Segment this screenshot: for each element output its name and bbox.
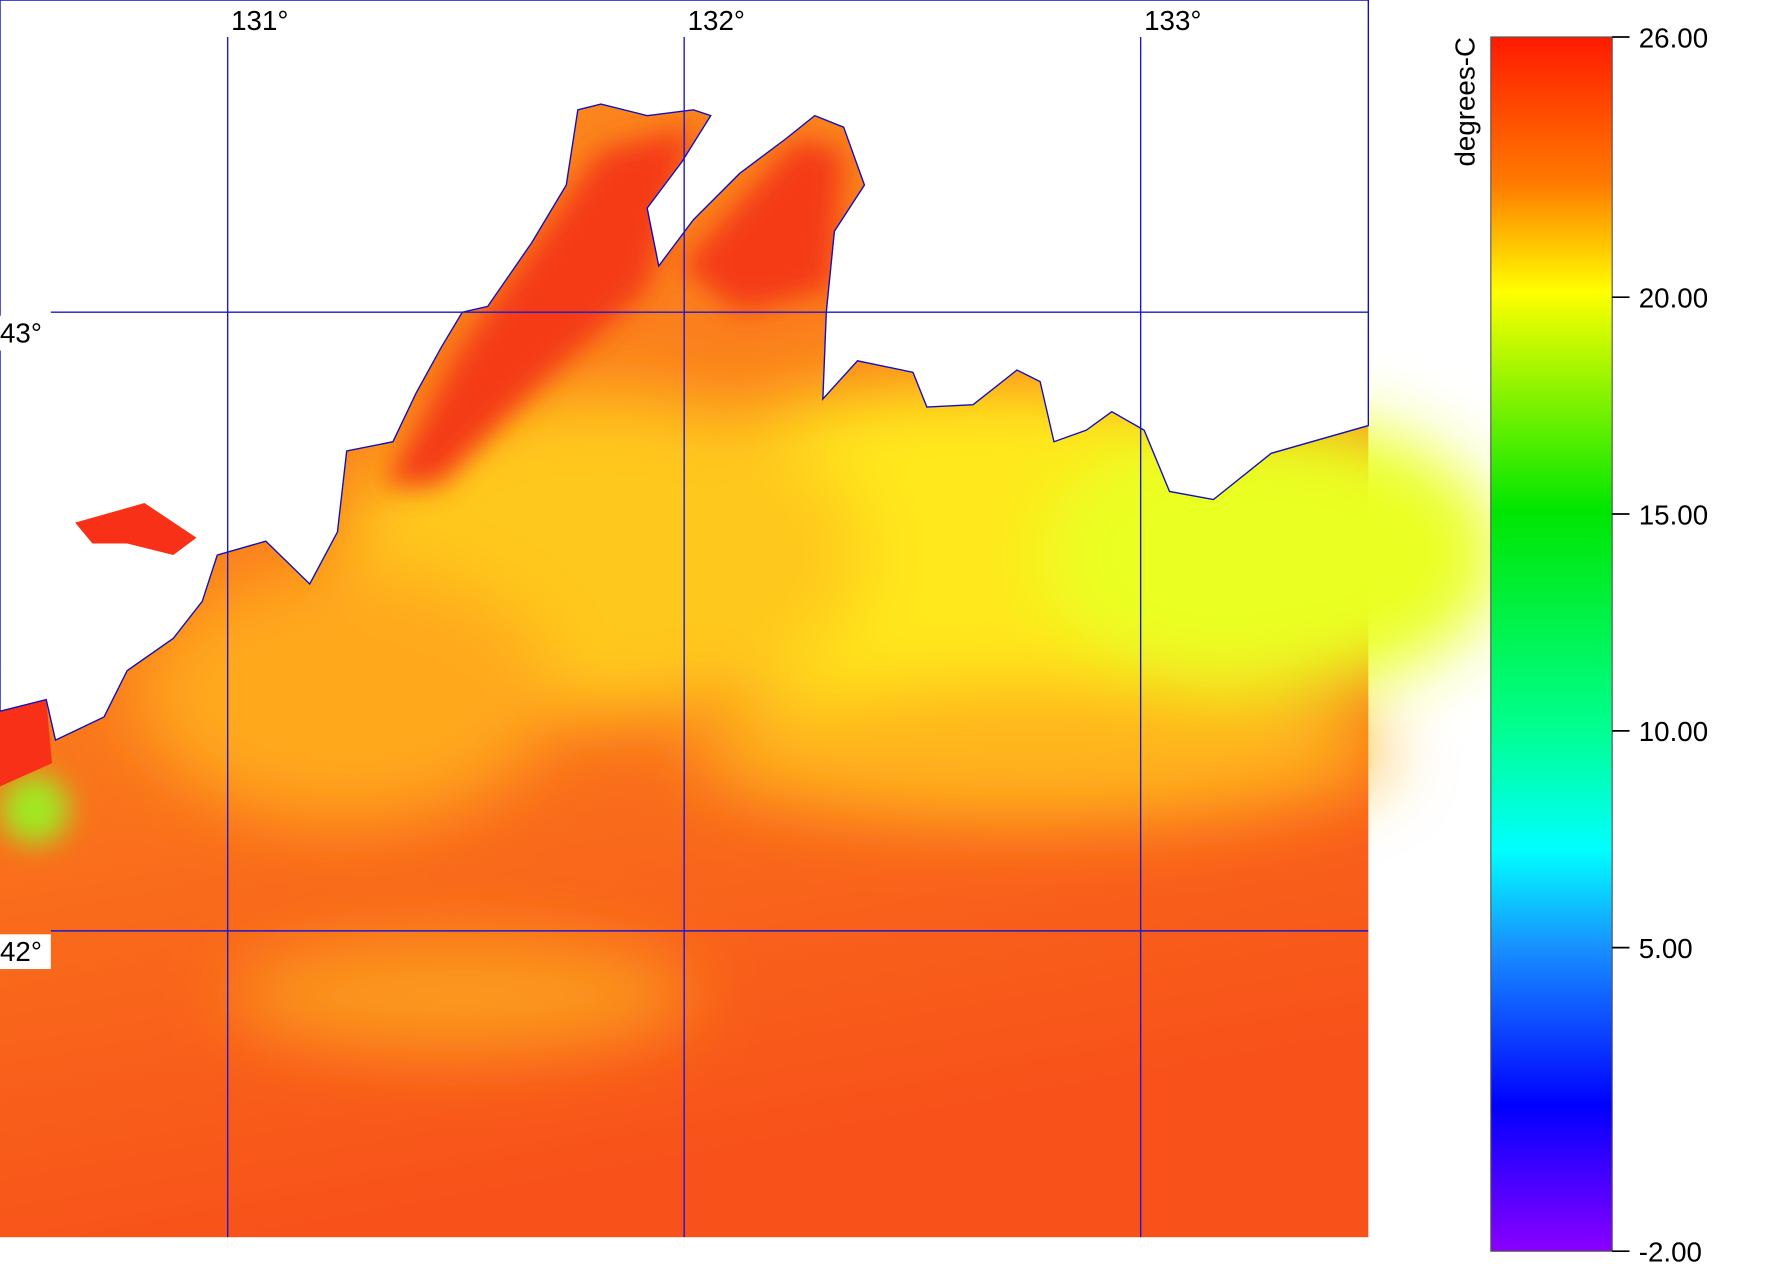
lat-label: 43° — [0, 317, 42, 348]
colorbar-tick-label: 15.00 — [1639, 499, 1708, 530]
lon-label: 132° — [688, 5, 745, 36]
land — [0, 0, 1370, 742]
lat-label: 42° — [0, 936, 42, 967]
lon-label: 133° — [1144, 5, 1201, 36]
lat-label-bg — [0, 315, 51, 351]
colorbar-tick-label: 20.00 — [1639, 283, 1708, 314]
colorbar — [1490, 36, 1613, 1252]
lon-label: 131° — [231, 5, 288, 36]
graticule: 131° 132° 133° 43° 42° — [0, 5, 1369, 1238]
colorbar-tick-label: -2.00 — [1639, 1237, 1702, 1268]
lat-label-bg — [0, 934, 51, 970]
colorbar-tick-label: 10.00 — [1639, 716, 1708, 747]
map-margin — [0, 1237, 1369, 1272]
colorbar-label: degrees-C — [1450, 37, 1481, 167]
colorbar-tick-label: 5.00 — [1639, 933, 1693, 964]
colorbar-ticks: 26.00 20.00 15.00 10.00 5.00 -2.00 — [1612, 22, 1708, 1268]
colorbar-tick-label: 26.00 — [1639, 22, 1708, 53]
inlet — [75, 503, 197, 556]
